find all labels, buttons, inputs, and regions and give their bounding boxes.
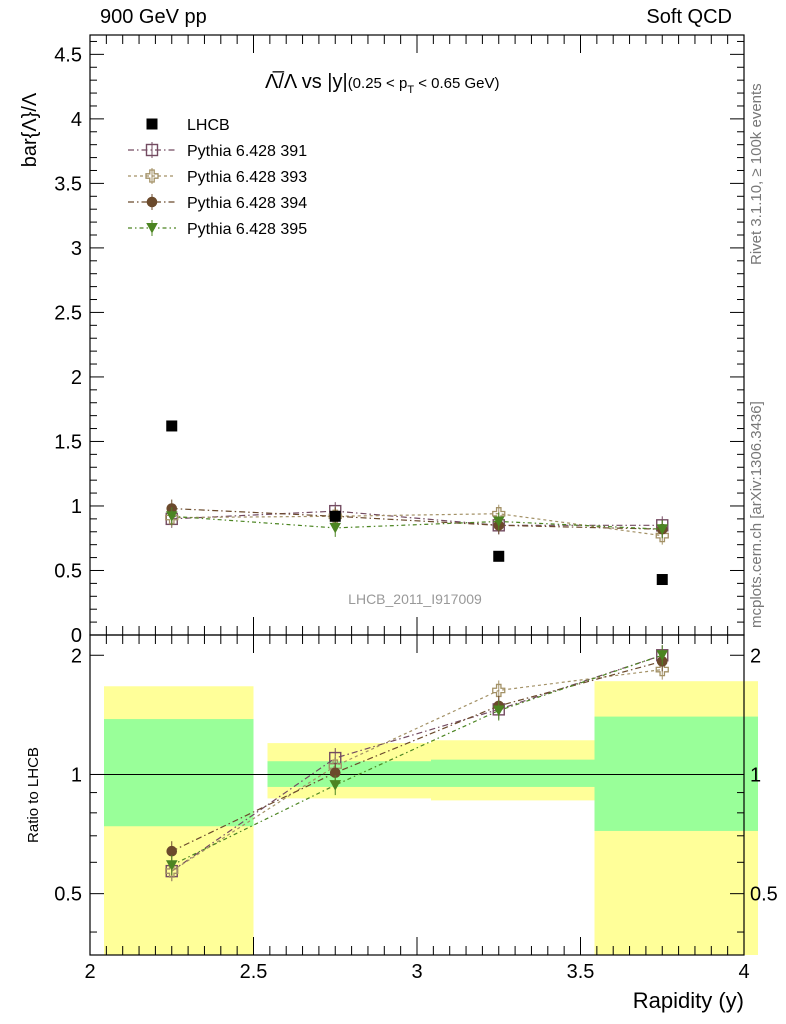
legend-label: Pythia 6.428 393 [187,169,307,186]
legend-marker [146,118,158,130]
chart-title-range-end: < 0.65 GeV) [414,75,499,92]
legend-marker [146,223,158,234]
bottom-y-tick-label: 1 [71,764,82,786]
chart-title-range: (0.25 < p [348,75,408,92]
series-line [171,668,663,872]
series-s394 [166,499,668,539]
series-line [171,510,663,526]
band-inner [594,716,758,831]
bottom-y-axis-label: Ratio to LHCB [25,747,42,843]
legend: LHCB Pythia 6.428 391 Pythia 6.428 393 Pyth… [128,117,307,238]
top-y-tick-label: 0.5 [54,560,82,582]
x-tick-label: 2.5 [240,961,268,983]
data-point [655,662,669,677]
top-y-ticks [90,40,744,636]
series-line [171,654,663,866]
data-point [656,650,669,661]
x-tick-label: 3.5 [567,961,595,983]
top-y-tick-label: 4.5 [54,44,82,66]
series-s395 [165,507,669,539]
series-line [171,507,663,530]
data-point [165,511,178,522]
x-axis-label: Rapidity (y) [633,988,744,1013]
top-y-tick-label: 3.5 [54,173,82,195]
data-point [656,574,668,586]
band-inner [104,719,254,827]
x-tick-label: 3 [411,961,422,983]
ratio-series-s395 [165,645,669,876]
bottom-y-ticks [90,654,744,933]
top-y-tick-label: 1.5 [54,431,82,453]
series-s391 [165,502,669,535]
series-line [171,660,663,852]
top-y-axis-label: bar{Λ}/Λ [19,92,41,167]
bottom-y-tick-label: 0.5 [54,884,82,906]
series-line [171,515,663,530]
data-point [329,522,342,534]
x-tick-label: 2 [84,961,95,983]
data-point [492,516,505,527]
chart-title-sub: T [407,84,414,96]
data-point [492,683,506,698]
data-point [166,420,178,432]
top-y-tick-label: 0 [71,625,82,647]
bottom-y-tick-label: 2 [71,645,82,667]
data-point [165,860,178,871]
data-point [329,780,342,791]
analysis-watermark: LHCB_2011_I917009 [348,591,482,607]
legend-marker [146,196,158,208]
x-ticks [89,35,745,955]
bottom-y-tick-label-right: 2 [750,645,761,667]
top-y-tick-label: 1 [71,496,82,518]
header-left: 900 GeV pp [100,6,207,28]
legend-marker [145,143,159,157]
chart-title: Λ̅/Λ vs |y|(0.25 < pT < 0.65 GeV) [265,70,500,96]
series-s393 [165,504,669,545]
header-right: Soft QCD [646,6,732,28]
top-y-tick-label: 2.5 [54,302,82,324]
series-line [171,513,663,537]
chart-title-main: Λ̅/Λ vs |y| [265,70,348,93]
bottom-y-tick-label-right: 1 [750,764,761,786]
series-line [171,654,663,872]
data-point [493,550,505,562]
legend-label: LHCB [187,117,230,134]
data-point [656,524,669,535]
data-point [166,845,178,857]
band-inner [431,759,595,787]
legend-marker [145,169,159,183]
legend-label: Pythia 6.428 394 [187,195,307,212]
top-y-tick-label: 2 [71,367,82,389]
bottom-y-tick-label-right: 0.5 [750,884,778,906]
series-data [166,420,668,586]
top-y-tick-label: 4 [71,109,82,131]
top-y-tick-label: 3 [71,238,82,260]
data-point [165,864,179,878]
uncertainty-bands [104,681,758,955]
data-point [329,510,341,522]
legend-label: Pythia 6.428 395 [187,221,307,238]
x-tick-label: 4 [738,961,749,983]
data-point [492,705,505,717]
data-point [329,767,341,779]
legend-label: Pythia 6.428 391 [187,143,307,160]
